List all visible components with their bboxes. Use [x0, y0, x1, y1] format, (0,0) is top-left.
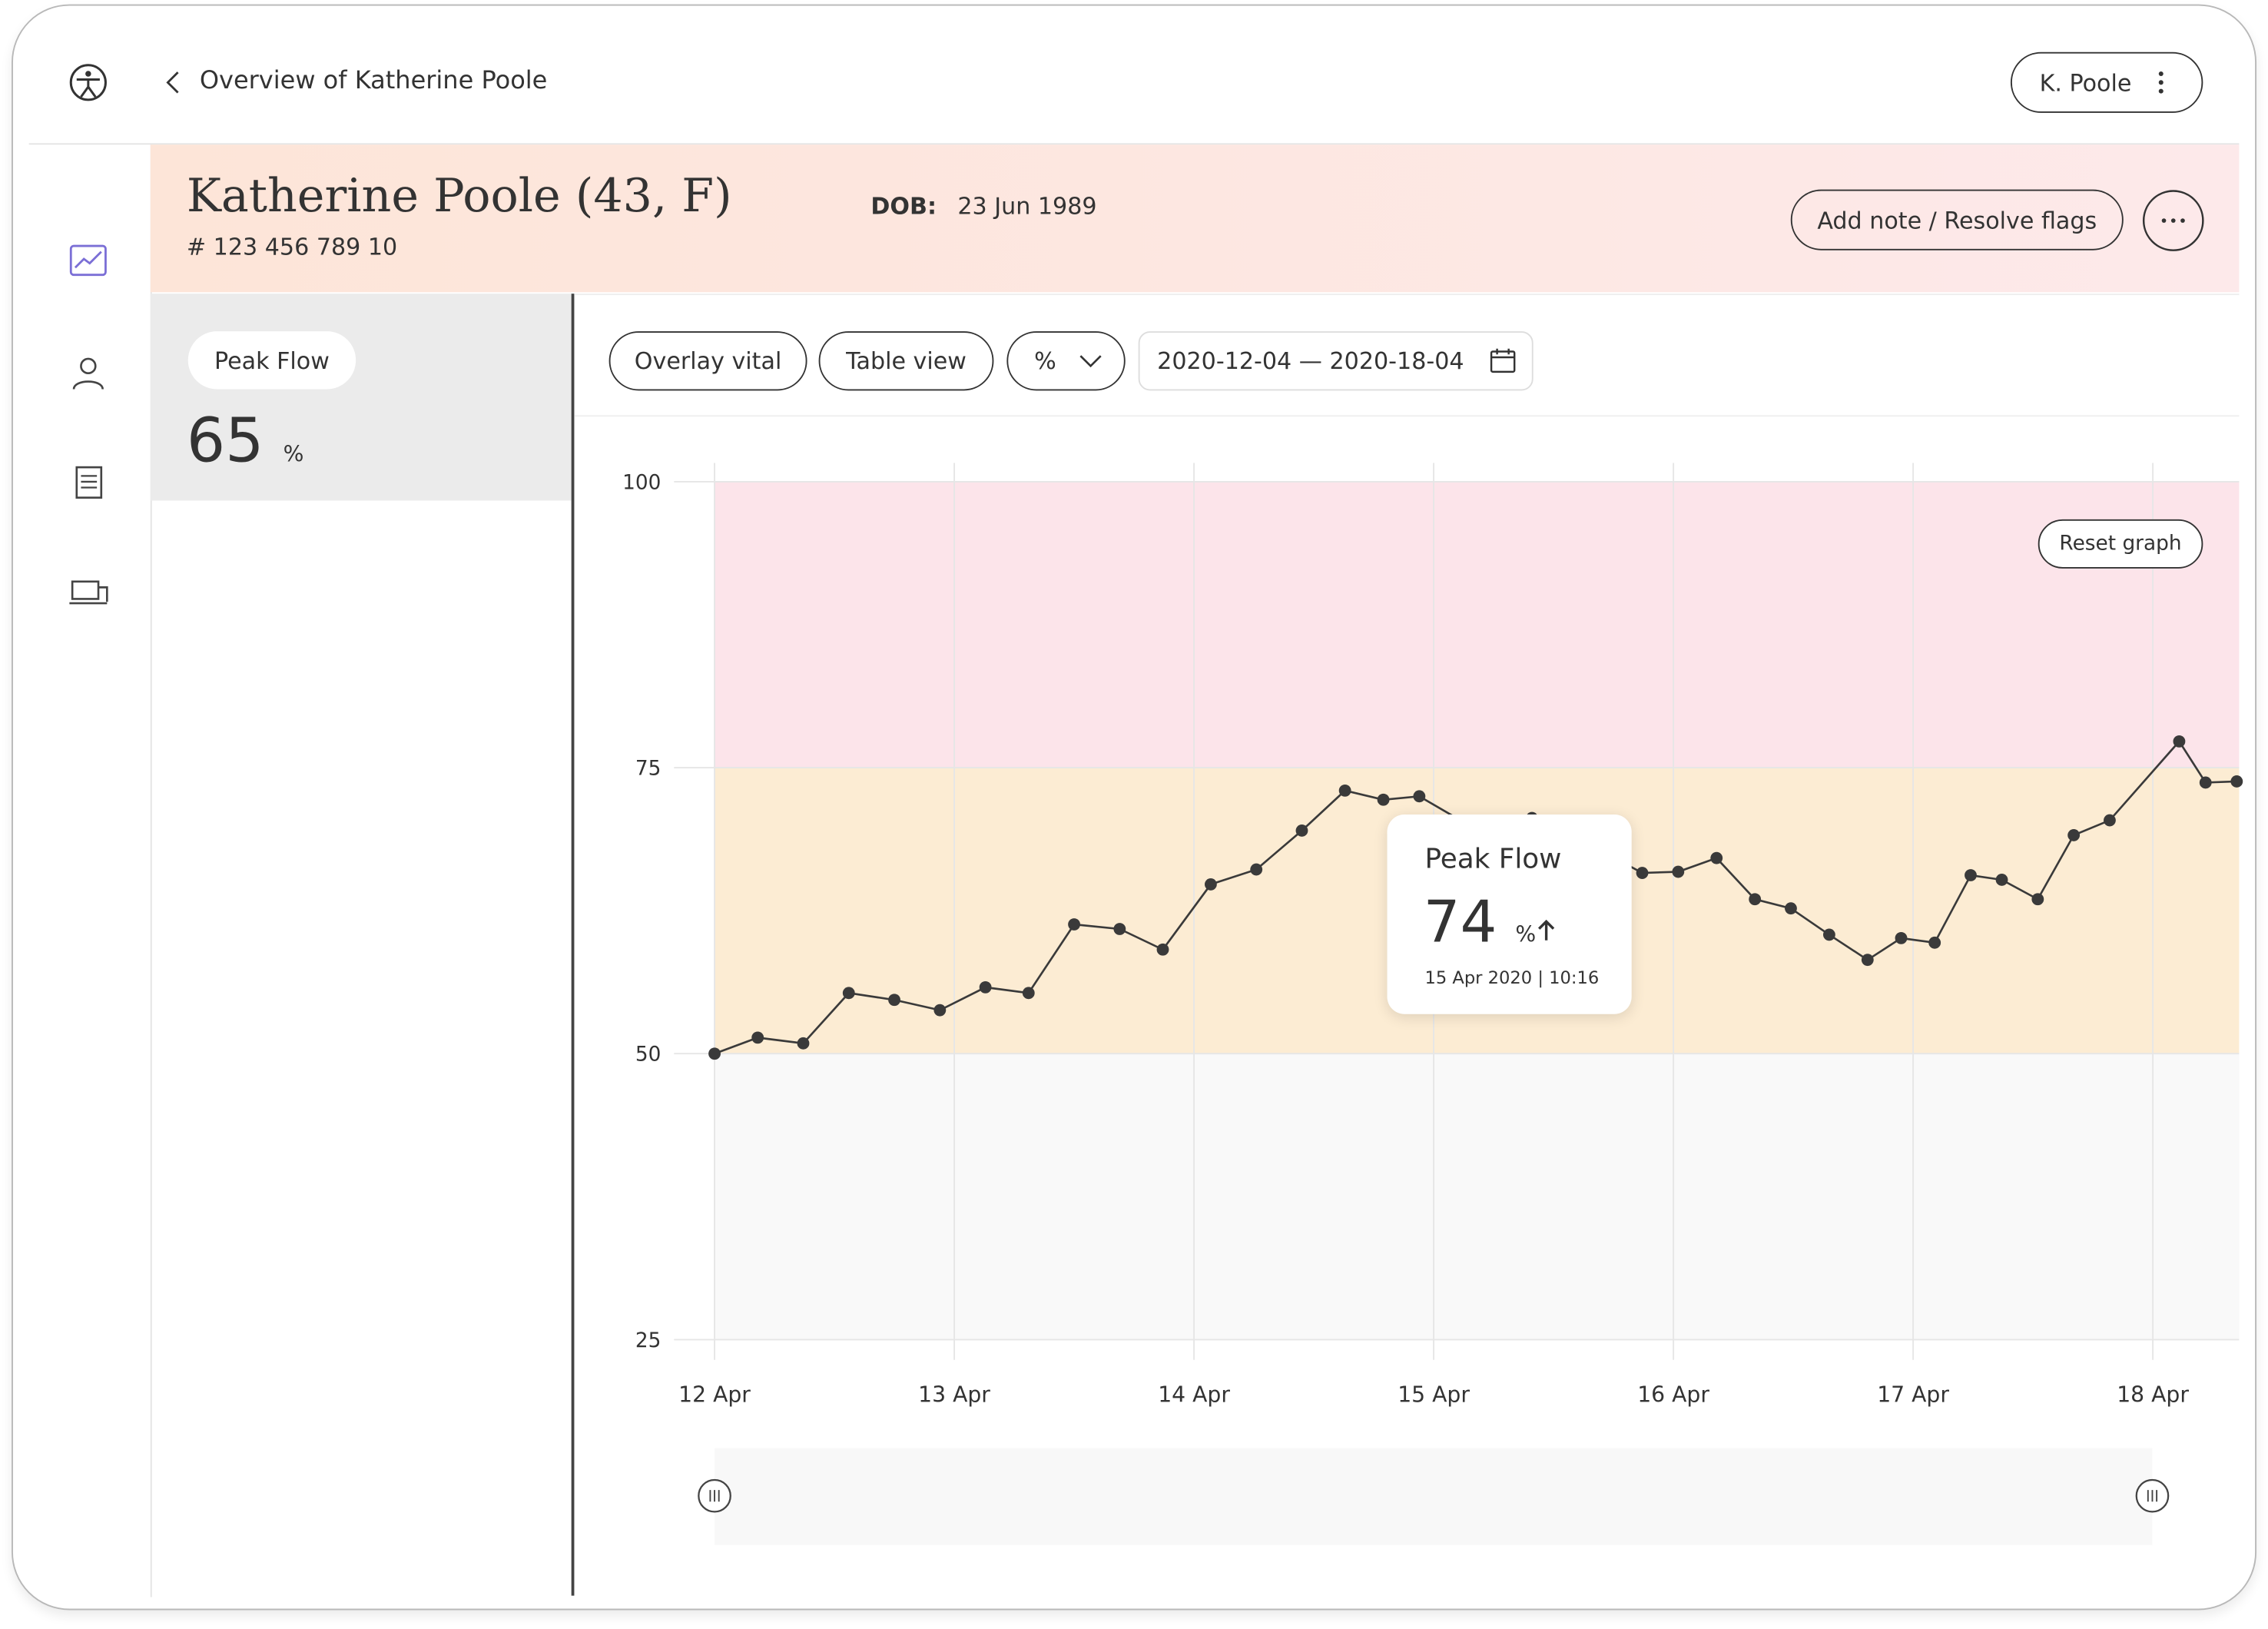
data-point: [979, 980, 992, 994]
range-slider: [715, 1448, 2153, 1545]
chevron: [1079, 354, 1102, 367]
y-tick-label: 100: [622, 471, 661, 494]
y-tick-label: 25: [635, 1329, 662, 1352]
back-icon[interactable]: [164, 69, 184, 98]
dob: 23 Jun 1989: [957, 192, 1097, 221]
patient-id: # 123 456 789 10: [186, 233, 398, 260]
x-tick-label: 15 Apr: [1398, 1382, 1470, 1407]
data-point: [1205, 878, 1217, 891]
y-tick-label: 50: [635, 1043, 662, 1067]
patient-header: [150, 144, 2240, 293]
button-label: Table view: [846, 347, 967, 375]
tooltip-value: 74 %: [1423, 889, 1557, 957]
data-point: [1928, 936, 1941, 949]
date-range-text: 2020-12-04 — 2020-18-04: [1157, 347, 1464, 375]
data-point: [2230, 775, 2243, 788]
data-point: [1250, 863, 1263, 876]
data-point: [1822, 928, 1835, 941]
tooltip-number: 74: [1423, 889, 1497, 957]
data-point: [933, 1004, 947, 1017]
vital-unit: %: [283, 441, 304, 468]
divider: [28, 143, 2240, 145]
unit-select[interactable]: %: [1006, 331, 1126, 391]
nav-icons[interactable]: [67, 239, 110, 629]
more-button[interactable]: [2142, 190, 2204, 252]
arrow-up: [1537, 919, 1555, 941]
data-point: [1022, 987, 1035, 1000]
data-point: [751, 1031, 764, 1044]
tooltip-date: 15 Apr 2020 | 10:16: [1424, 967, 1600, 988]
user-menu[interactable]: K. Poole: [2010, 51, 2203, 113]
x-tick-label: 13 Apr: [918, 1382, 990, 1407]
slider-grip: [2147, 1490, 2158, 1502]
x-tick-label: 17 Apr: [1877, 1382, 1949, 1407]
data-point: [1156, 943, 1169, 956]
data-point: [1710, 851, 1723, 864]
data-point: [1338, 784, 1351, 797]
calendar-icon: [1490, 348, 1516, 373]
data-point: [1749, 893, 1762, 906]
data-point: [1785, 902, 1797, 915]
x-tick-label: 14 Apr: [1158, 1382, 1230, 1407]
user-name: K. Poole: [2039, 68, 2132, 97]
slider-grip: [709, 1490, 720, 1502]
tooltip: Peak Flow 74 % 15 Apr 2020 | 10:16: [1387, 814, 1632, 1014]
button-label: Add note / Resolve flags: [1817, 206, 2097, 234]
x-tick-label: 12 Apr: [678, 1382, 751, 1407]
threshold-band: [715, 481, 2240, 768]
vital-title-text: Peak Flow: [214, 346, 330, 374]
threshold-band: [715, 1053, 2240, 1340]
data-point: [1636, 867, 1649, 879]
data-point: [1068, 918, 1080, 931]
vital-title: Peak Flow: [187, 331, 356, 390]
data-point: [1861, 954, 1874, 967]
dob-label: DOB:: [870, 192, 937, 221]
vital-number: 65: [186, 405, 264, 476]
data-point: [1965, 869, 1977, 881]
data-point: [888, 994, 900, 1007]
tooltip-title: Peak Flow: [1424, 843, 1562, 876]
data-point: [2173, 735, 2186, 748]
button-label: Overlay vital: [634, 347, 782, 375]
y-tick-label: 75: [635, 757, 662, 780]
divider: [150, 144, 152, 1597]
data-point: [708, 1047, 721, 1060]
vital-card[interactable]: [150, 294, 572, 501]
divider: [574, 415, 2240, 417]
kebab-icon: [2158, 71, 2164, 94]
logo: [69, 64, 107, 101]
data-point: [2199, 776, 2212, 789]
data-point: [1672, 865, 1685, 878]
vital-value: 65 %: [187, 405, 304, 476]
data-point: [1895, 931, 1908, 944]
data-point: [2031, 893, 2044, 906]
table-view-button[interactable]: Table view: [818, 331, 994, 391]
divider: [574, 294, 2240, 296]
add-note-button[interactable]: Add note / Resolve flags: [1790, 189, 2124, 250]
unit-label: %: [1034, 347, 1056, 375]
x-tick-label: 18 Apr: [2117, 1382, 2189, 1407]
patient-name: Katherine Poole (43, F): [186, 168, 732, 223]
data-point: [1295, 824, 1308, 837]
data-point: [1113, 923, 1126, 935]
date-range[interactable]: 2020-12-04 — 2020-18-04: [1138, 331, 1534, 391]
reset-graph-button[interactable]: Reset graph: [2038, 519, 2203, 569]
tooltip-unit: %: [1515, 921, 1537, 948]
data-point: [842, 987, 855, 1000]
data-point: [1377, 793, 1390, 806]
data-point: [2104, 814, 2116, 827]
data-point: [1995, 874, 2008, 886]
breadcrumb[interactable]: Overview of Katherine Poole: [199, 66, 548, 96]
button-label: Reset graph: [2059, 532, 2182, 556]
data-point: [2067, 829, 2081, 841]
x-tick-label: 16 Apr: [1637, 1382, 1709, 1407]
data-point: [797, 1037, 810, 1050]
data-point: [1413, 790, 1426, 803]
overlay-button[interactable]: Overlay vital: [608, 331, 807, 391]
panel-divider: [571, 294, 575, 1596]
